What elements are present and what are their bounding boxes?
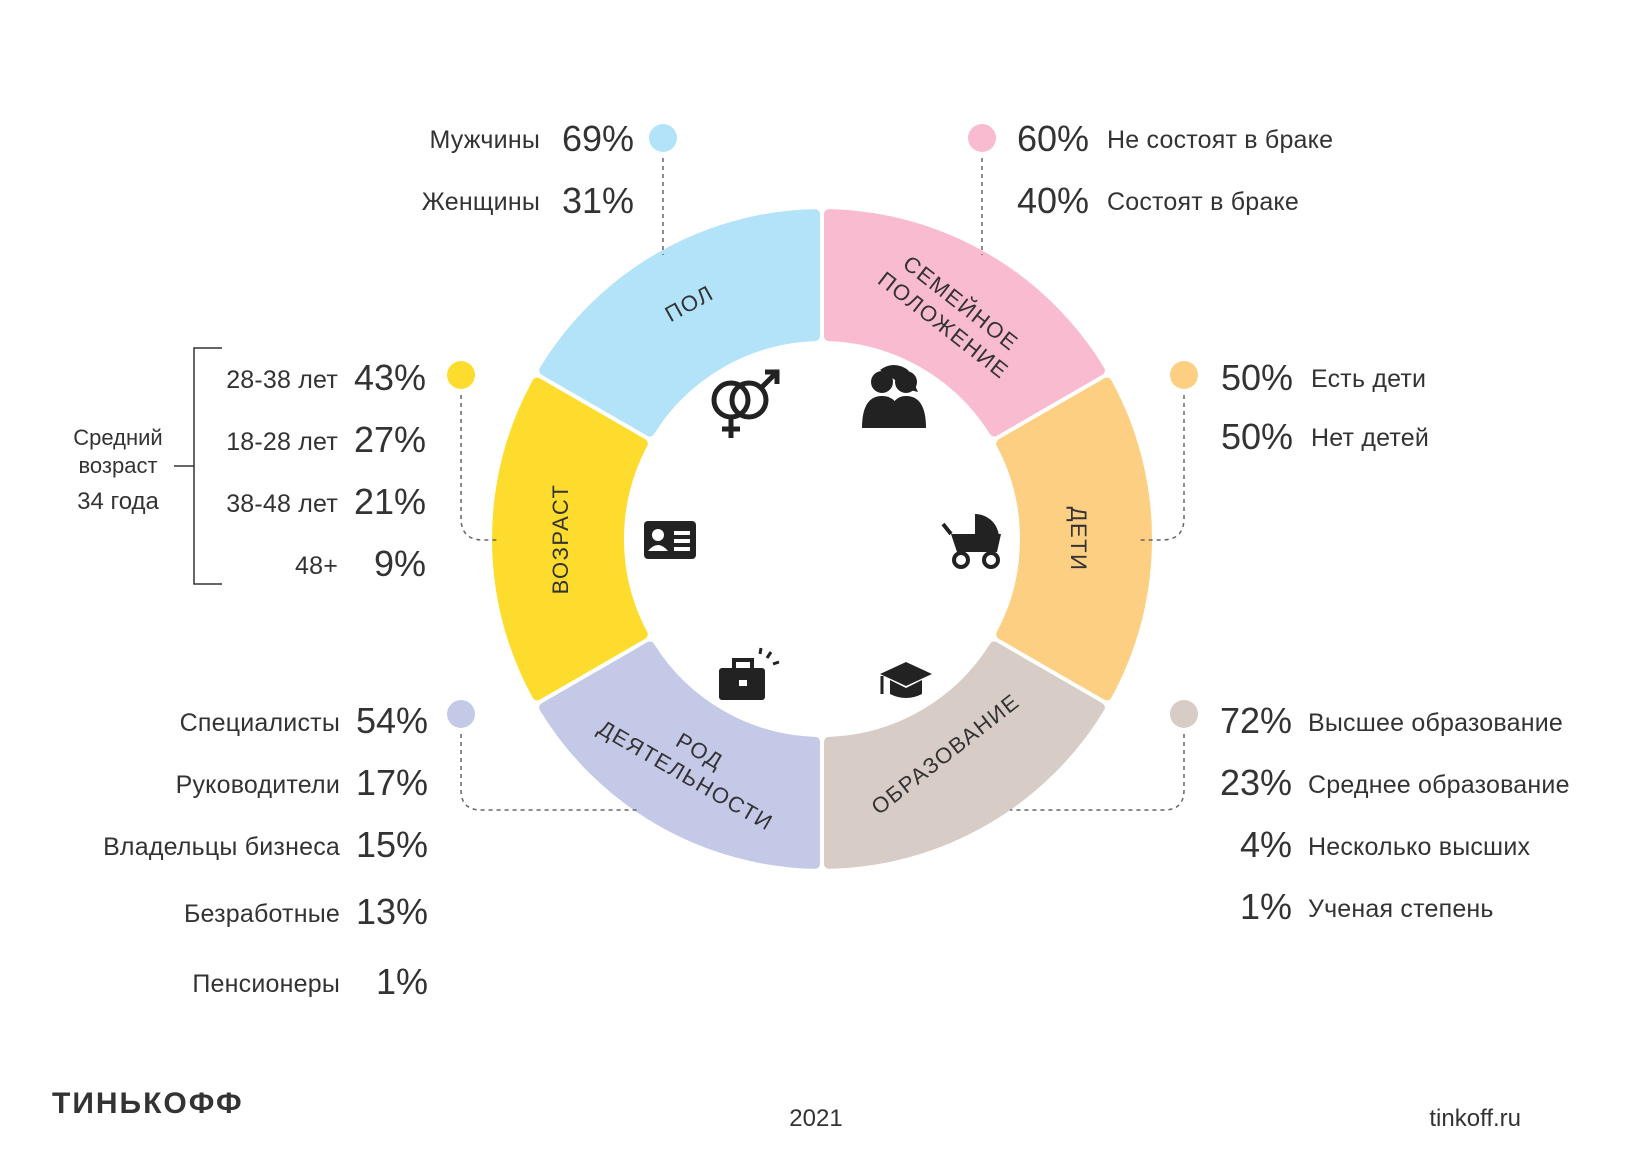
- id-card-icon: [644, 521, 696, 559]
- education-dot: [1170, 700, 1198, 728]
- children-label-yes: Есть дети: [1311, 365, 1427, 393]
- connector-education: [1010, 734, 1185, 811]
- connector-occupation: [460, 734, 640, 811]
- segment-marital-status: [823, 209, 1105, 437]
- age-label-1: 28-38 лет: [226, 366, 338, 394]
- segment-age: [492, 377, 648, 701]
- segment-education: [823, 641, 1105, 869]
- children-value-no: 50%: [1221, 416, 1294, 457]
- connector-age: [460, 395, 500, 541]
- briefcase-icon: [719, 647, 780, 700]
- average-age-line3: 34 года: [77, 488, 159, 515]
- marital-value-single: 60%: [1017, 118, 1090, 159]
- baby-stroller-icon: [941, 514, 1001, 569]
- age-value-3: 21%: [353, 481, 426, 522]
- average-age: Средний возраст 34 года: [58, 424, 178, 516]
- gender-symbols-icon: [711, 369, 780, 438]
- average-age-line1: Средний: [73, 425, 163, 450]
- education-label-4: Ученая степень: [1308, 895, 1494, 923]
- education-value-4: 1%: [1239, 886, 1292, 927]
- gender-value-men: 69%: [562, 118, 635, 159]
- age-value-4: 9%: [373, 543, 426, 584]
- gender-value-women: 31%: [562, 180, 635, 221]
- segment-label-children: ДЕТИ: [1066, 507, 1091, 572]
- segment-children: [996, 377, 1152, 701]
- segment-label-age: ВОЗРАСТ: [548, 484, 573, 595]
- gender-dot: [649, 124, 677, 152]
- occupation-label-4: Безработные: [183, 900, 340, 928]
- occupation-label-1: Специалисты: [179, 709, 340, 737]
- age-value-1: 43%: [353, 357, 426, 398]
- children-value-yes: 50%: [1221, 357, 1294, 398]
- footer-site: tinkoff.ru: [1429, 1105, 1521, 1132]
- education-value-3: 4%: [1239, 824, 1292, 865]
- occupation-value-2: 17%: [355, 762, 428, 803]
- footer-year: 2021: [789, 1105, 843, 1132]
- age-label-2: 18-28 лет: [226, 428, 338, 456]
- age-dot: [447, 361, 475, 389]
- graduation-cap-icon: [880, 662, 932, 698]
- average-age-line2: возраст: [78, 453, 158, 478]
- gender-label-men: Мужчины: [429, 126, 540, 154]
- occupation-value-1: 54%: [355, 700, 428, 741]
- education-label-3: Несколько высших: [1308, 833, 1531, 861]
- age-value-2: 27%: [353, 419, 426, 460]
- connector-children: [1140, 395, 1185, 541]
- education-label-2: Среднее образование: [1308, 771, 1570, 799]
- brand-logo: ТИНЬКОФФ: [52, 1087, 244, 1120]
- occupation-label-3: Владельцы бизнеса: [103, 833, 340, 861]
- gender-label-women: Женщины: [421, 188, 540, 216]
- age-bracket: [174, 347, 222, 585]
- children-label-no: Нет детей: [1311, 424, 1430, 452]
- education-label-1: Высшее образование: [1308, 709, 1563, 737]
- education-value-1: 72%: [1219, 700, 1292, 741]
- occupation-label-2: Руководители: [175, 771, 340, 799]
- occupation-value-5: 1%: [375, 961, 428, 1002]
- segment-occupation: [539, 641, 821, 869]
- couple-icon: [862, 365, 926, 428]
- marital-value-married: 40%: [1017, 180, 1090, 221]
- marital-label-single: Не состоят в браке: [1107, 126, 1334, 154]
- children-dot: [1170, 361, 1198, 389]
- segment-gender: [539, 209, 821, 437]
- age-label-3: 38-48 лет: [226, 490, 338, 518]
- occupation-label-5: Пенсионеры: [192, 970, 340, 998]
- marital-label-married: Состоят в браке: [1107, 188, 1299, 216]
- occupation-value-3: 15%: [355, 824, 428, 865]
- age-label-4: 48+: [294, 552, 338, 580]
- education-value-2: 23%: [1219, 762, 1292, 803]
- occupation-value-4: 13%: [355, 891, 428, 932]
- marital-dot: [968, 124, 996, 152]
- occupation-dot: [447, 700, 475, 728]
- connector-lines: [460, 158, 1185, 811]
